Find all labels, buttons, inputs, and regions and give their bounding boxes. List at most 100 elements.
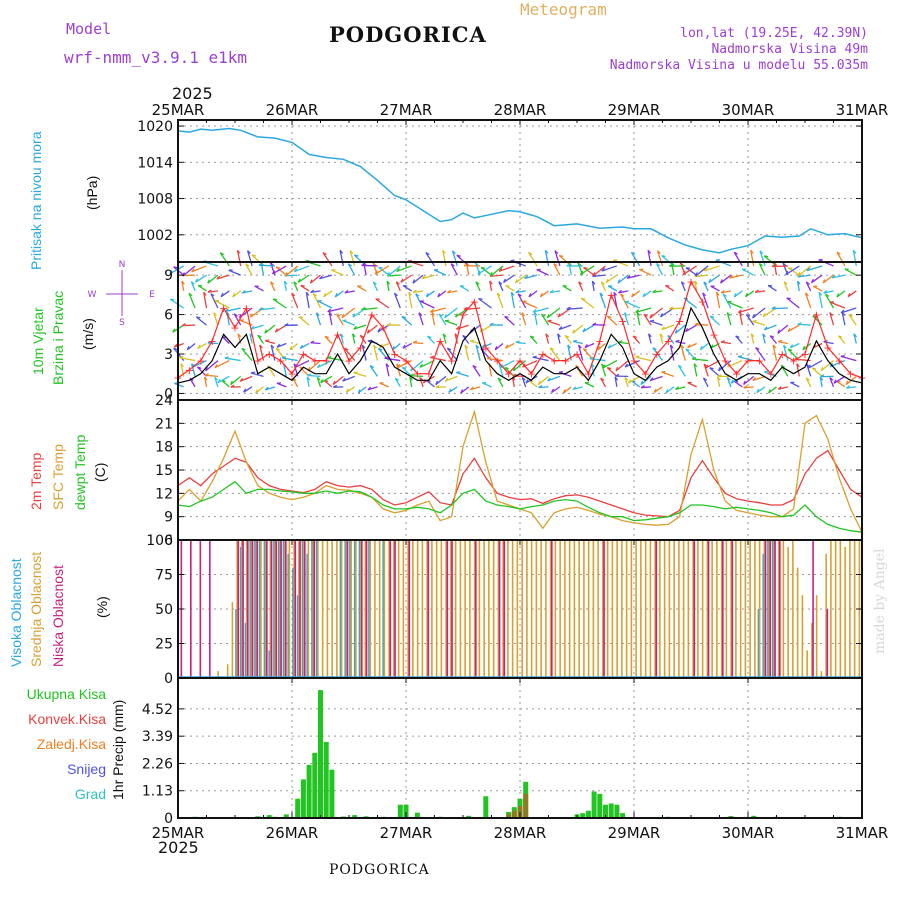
wind-barb [179, 357, 196, 362]
total-precip-bar [751, 815, 757, 818]
wind-barb-head [572, 329, 575, 334]
wind-barb [393, 292, 401, 309]
wind-barb-head [750, 333, 755, 338]
wind-barb [349, 250, 356, 267]
wind-barb-head [669, 344, 674, 349]
wind-barb-head [729, 274, 734, 279]
wind-barb-head [243, 388, 247, 393]
wind-barb [777, 324, 789, 334]
wind-barb-head [743, 385, 748, 389]
wind-barb [357, 386, 367, 394]
wind-barb-head [361, 344, 366, 349]
wind-barb-head [553, 263, 558, 267]
total-precip-bar [329, 769, 335, 818]
wind-barb [298, 316, 310, 326]
wind-barb-head [687, 344, 691, 349]
wind-barb-head [789, 344, 794, 349]
wind-barb-head [680, 344, 685, 349]
wind-barb [687, 342, 697, 349]
wind-barb-head [186, 345, 190, 351]
wind-barb-head [754, 289, 759, 293]
wind-barb [319, 274, 333, 280]
wind-barb-head [557, 313, 561, 318]
total-precip-bar [414, 812, 420, 818]
wind-barb-head [276, 343, 281, 348]
wind-barb-head [377, 328, 381, 333]
wind-gust-marker: + [515, 355, 524, 368]
wind-barb [448, 386, 458, 393]
wind-barb-head [818, 291, 823, 296]
wind-barb-head [339, 249, 344, 254]
wind-barb-head [524, 275, 528, 279]
wind-barb-head [298, 316, 304, 319]
wind-barb [600, 377, 607, 388]
wind-barb [385, 363, 390, 377]
wind-barb-head [840, 354, 845, 358]
wind-barb [807, 360, 823, 369]
wind-barb [649, 320, 663, 326]
wind-barb-head [534, 311, 538, 316]
wind-barb [652, 347, 664, 361]
wind-barb [739, 312, 743, 326]
wind-barb [557, 333, 561, 344]
wind-barb-head [366, 329, 370, 334]
wind-barb-head [470, 386, 474, 391]
wind-barb [755, 290, 766, 293]
wind-barb-head [631, 293, 635, 298]
wind-barb-head [699, 345, 703, 351]
wind-barb-head [685, 267, 691, 269]
wind-barb [386, 280, 390, 292]
wind-barb [738, 356, 754, 362]
wind-barb-head [203, 291, 207, 296]
wind-barb [667, 335, 675, 344]
wind-gust-marker: + [276, 355, 285, 368]
wind-barb [339, 333, 344, 344]
wind-barb-head [618, 340, 623, 343]
wind-barb-head [429, 308, 434, 313]
wind-barb [207, 342, 218, 345]
wind-gust-marker: + [675, 315, 684, 328]
wind-barb-head [442, 333, 447, 338]
wind-barb-head [624, 312, 628, 316]
wind-barb [342, 375, 355, 382]
wind-barb-head [822, 279, 826, 284]
x-tick-label-bottom: 30MAR [722, 824, 775, 842]
wind-barb [169, 298, 185, 309]
wind-barb [695, 323, 709, 326]
wind-barb [258, 264, 275, 267]
wind-barb-head [318, 275, 323, 280]
wind-barb [669, 307, 686, 310]
total-precip-bar [585, 810, 591, 818]
wind-barb [353, 324, 367, 330]
wind-barb [413, 290, 424, 294]
wind-barb-head [378, 266, 383, 269]
wind-barb-head [777, 386, 782, 390]
wind-barb [282, 363, 287, 377]
wind-barb-head [472, 364, 477, 369]
wind-barb [768, 386, 777, 394]
wind-barb [387, 265, 401, 277]
wind-barb [590, 363, 595, 377]
wind-barb [396, 265, 412, 273]
wind-barb [805, 281, 812, 292]
x-tick-label-top: 31MAR [836, 101, 889, 119]
wind-barb [720, 341, 731, 345]
wind-barb-head [806, 267, 811, 272]
wind-barb-head [528, 251, 533, 255]
wind-barb-head [769, 335, 775, 338]
wind-barb-head [504, 344, 509, 349]
wind-barb-head [659, 313, 664, 318]
wind-barb [818, 292, 823, 309]
wind-barb-head [853, 333, 858, 338]
wind-barb-head [315, 312, 320, 317]
wind-barb [293, 265, 310, 273]
wind-barb [844, 268, 857, 276]
wind-barb [752, 307, 766, 319]
wind-barb-head [354, 254, 359, 257]
wind-barb [536, 269, 549, 276]
wind-barb [572, 324, 584, 334]
total-precip-bar [283, 814, 289, 818]
wind-barb-head [642, 292, 646, 298]
total-precip-bar [591, 791, 597, 818]
wind-barb [640, 375, 652, 386]
